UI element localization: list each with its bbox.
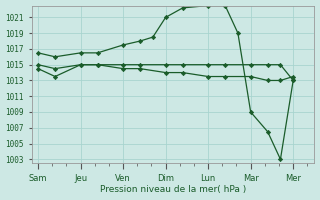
X-axis label: Pression niveau de la mer( hPa ): Pression niveau de la mer( hPa ) bbox=[100, 185, 246, 194]
